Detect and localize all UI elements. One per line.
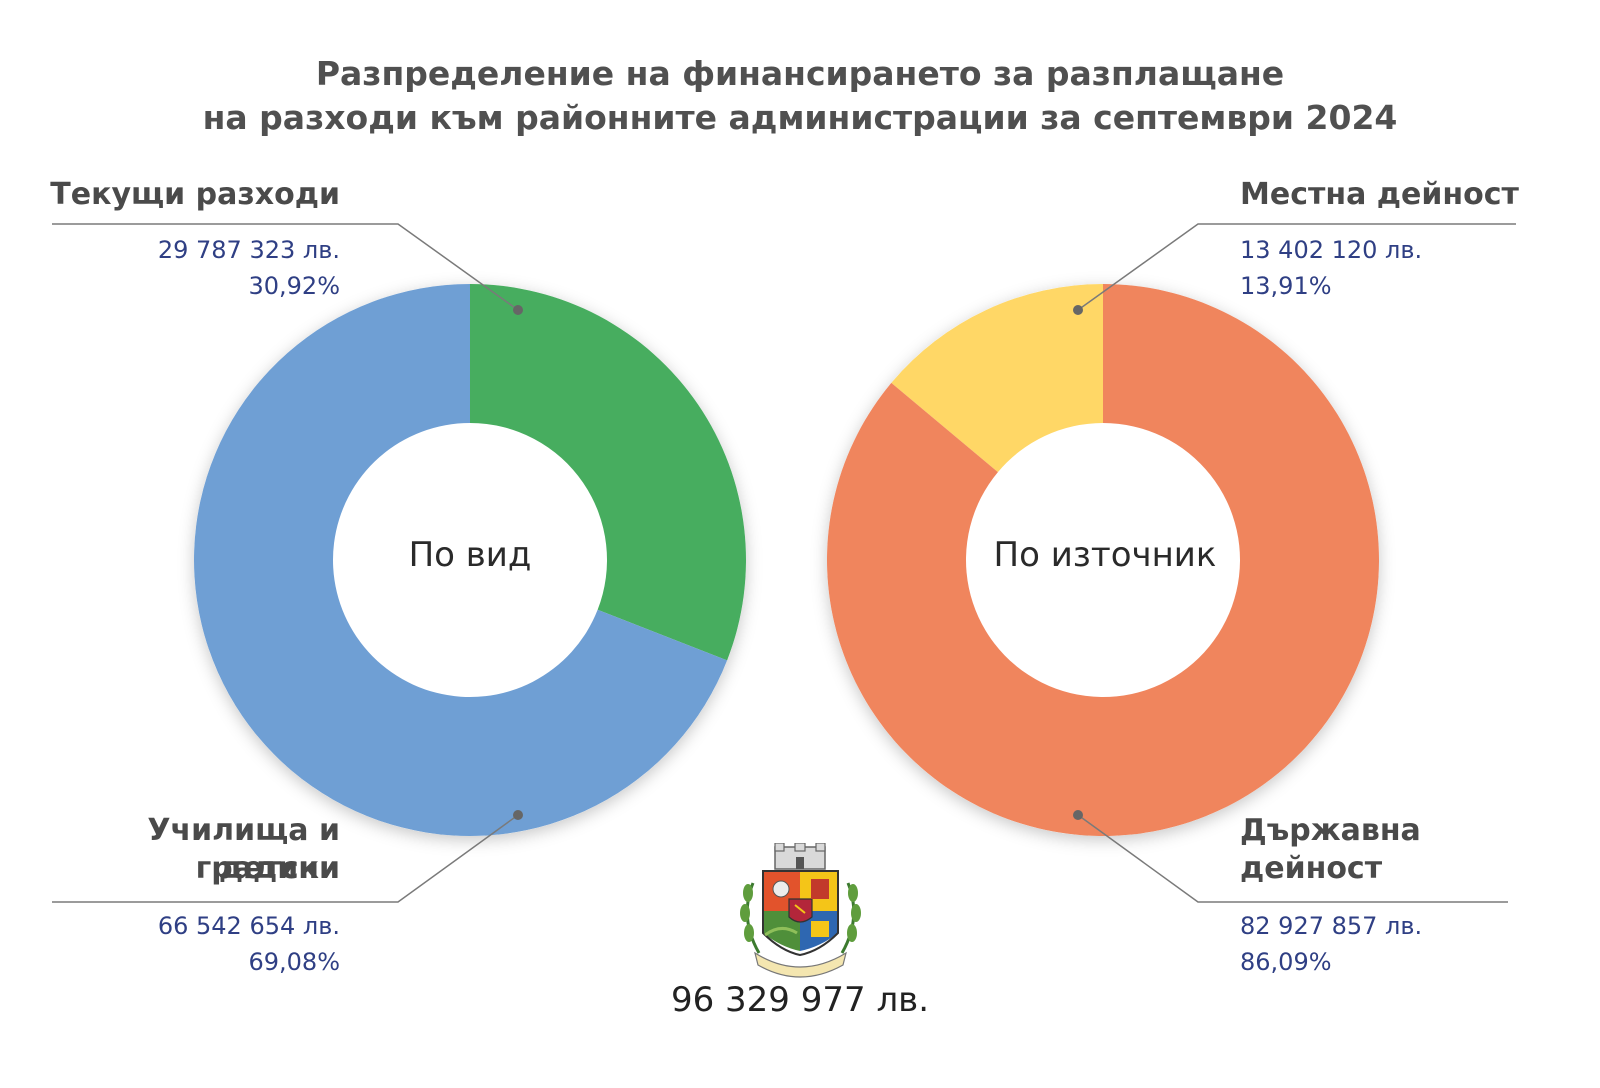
slice-label-current-expenses: Текущи разходи: [50, 177, 340, 212]
title-line-1: Разпределение на финансирането за разпла…: [315, 54, 1285, 93]
chart-title: Разпределение на финансирането за разпла…: [0, 52, 1600, 140]
slice-value-current-expenses: 29 787 323 лв.: [157, 236, 340, 264]
slice-state-activity: [827, 284, 1380, 836]
slice-value-schools: 66 542 654 лв.: [157, 912, 340, 940]
leader-line-schools-dot: [513, 810, 523, 820]
leader-line-state-activity: [1077, 814, 1508, 903]
slice-value-local-activity: 13 402 120 лв.: [1240, 236, 1423, 264]
donut-chart-by-type: [194, 284, 746, 836]
leader-line-state-activity-dot: [1073, 810, 1083, 820]
donut-center-label-by-type: По вид: [408, 535, 532, 575]
leader-line-local-activity: [1077, 223, 1516, 311]
leader-line-current-expenses-dot: [513, 305, 523, 315]
slice-percent-schools: 69,08%: [248, 948, 340, 976]
slice-local-activity: [891, 284, 1103, 473]
donut-center-label-by-source: По източник: [993, 535, 1217, 575]
leader-line-schools: [52, 814, 519, 903]
slice-value-state: 82 927 857 лв.: [1240, 912, 1423, 940]
slice-percent-state: 86,09%: [1240, 948, 1332, 976]
slice-current-expenses: [470, 284, 746, 661]
slice-label-schools-line1: Училища и детски: [147, 813, 340, 886]
title-line-2: на разходи към районните администрации з…: [202, 98, 1398, 137]
total-amount: 96 329 977 лв.: [670, 980, 930, 1020]
sofia-coat-of-arms-icon: [740, 843, 861, 978]
leader-lines: [52, 223, 1516, 903]
slice-percent-local-activity: 13,91%: [1240, 272, 1332, 300]
leader-line-local-activity-dot: [1073, 305, 1083, 315]
leader-line-current-expenses: [52, 223, 519, 311]
slice-label-state-line2: дейност: [1240, 851, 1383, 886]
donut-chart-by-source: [827, 284, 1380, 836]
slice-schools-kindergartens: [194, 284, 728, 836]
slice-label-schools-line2: градини: [195, 851, 340, 886]
slice-label-local-activity: Местна дейност: [1240, 177, 1519, 212]
slice-label-state-line1: Държавна: [1240, 813, 1421, 848]
slice-percent-current-expenses: 30,92%: [248, 272, 340, 300]
